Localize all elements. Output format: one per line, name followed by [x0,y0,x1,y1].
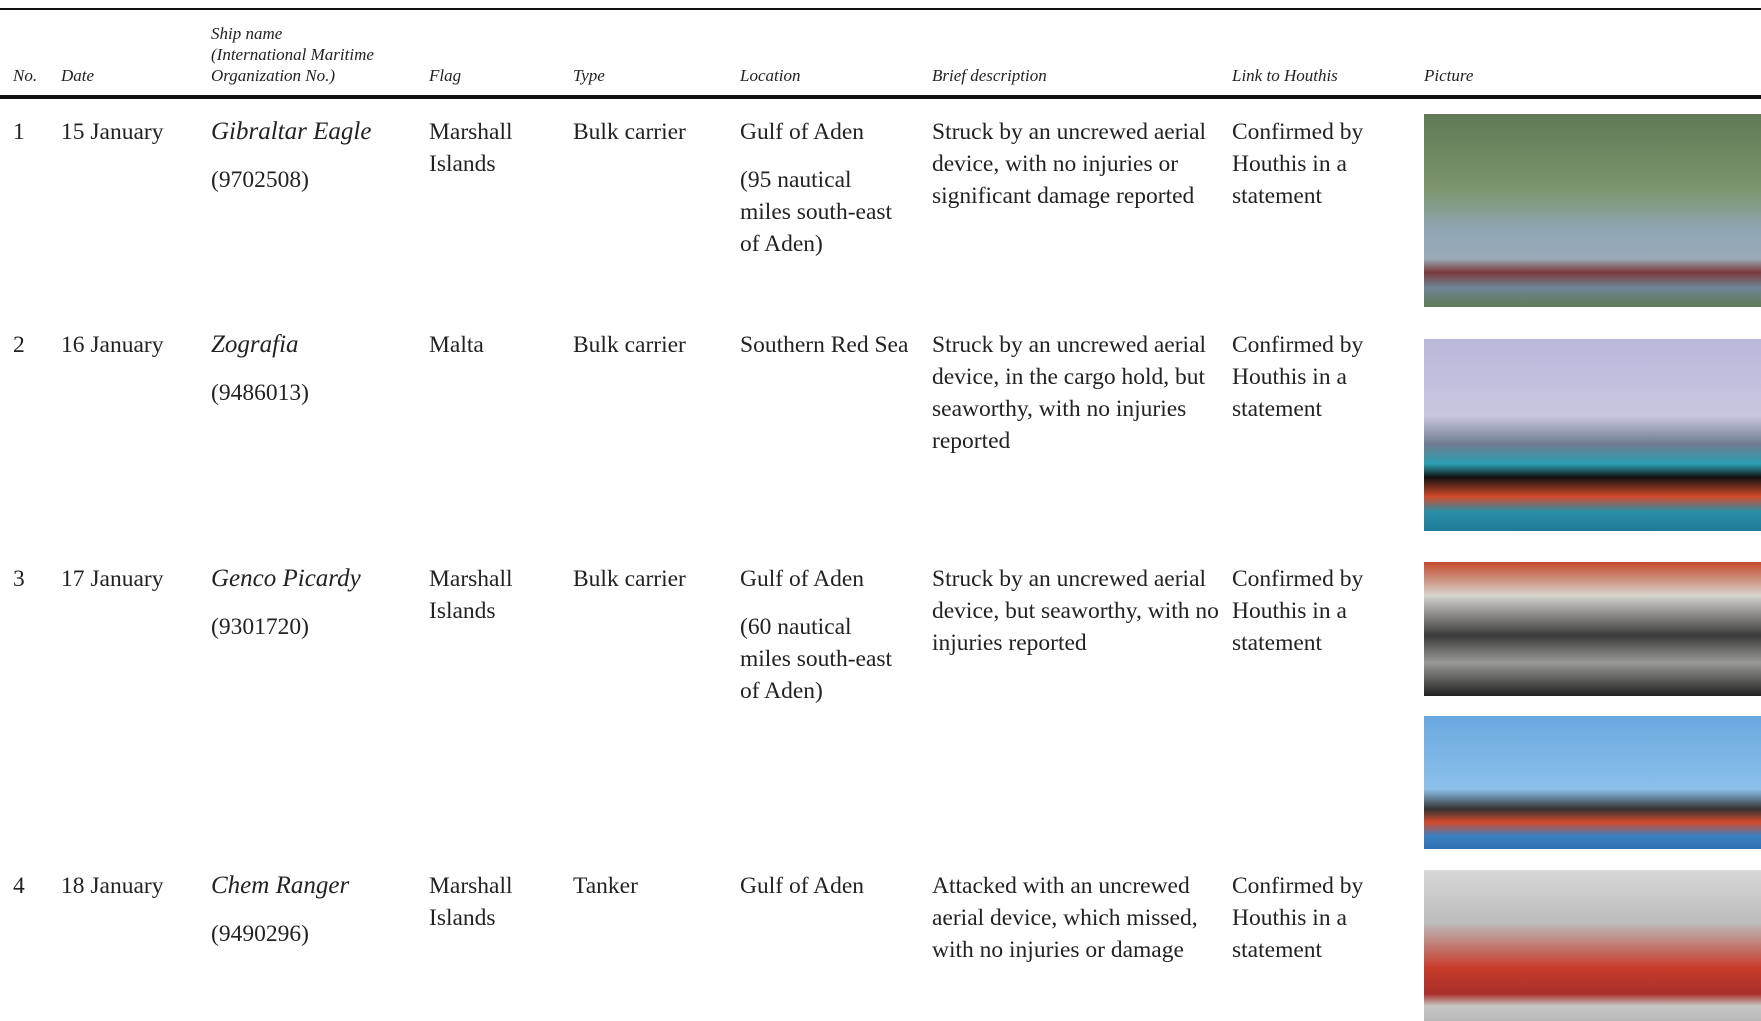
ship-picture [1424,870,1761,1021]
location: Southern Red Sea [740,332,909,358]
column-header: Location [740,66,801,85]
ship-picture [1424,339,1761,531]
ship-picture [1424,114,1761,307]
row-number: 3 [13,566,25,592]
row-number: 2 [13,332,25,358]
column-header: Brief description [932,66,1047,85]
flag: Marshall Islands [429,873,513,931]
description: Attacked with an uncrewed aerial device,… [932,873,1198,963]
imo-number: (9486013) [211,380,309,406]
table-header: No. Date Ship name (International Maritime … [0,10,1761,86]
column-header: Picture [1424,66,1474,85]
column-header: Type [573,66,605,85]
location: Gulf of Aden [740,873,865,899]
ship-picture [1424,562,1761,696]
column-header: No. [13,66,38,85]
ship-type: Bulk carrier [573,566,686,592]
flag: Marshall Islands [429,566,513,624]
flag: Malta [429,332,484,358]
description: Struck by an uncrewed aerial device, in … [932,332,1207,454]
link-to-houthis: Confirmed by Houthis in a statement [1232,566,1364,656]
ship-picture [1424,716,1761,849]
column-header-text: Ship name [211,24,283,43]
row-number: 4 [13,873,25,899]
column-header: Ship name (International Maritime Organiz… [211,23,411,86]
imo-number: (9702508) [211,167,309,193]
imo-number: (9301720) [211,614,309,640]
ship-type: Bulk carrier [573,332,686,358]
description: Struck by an uncrewed aerial device, wit… [932,119,1207,209]
ship-name: Genco Picardy [211,565,361,592]
location: Gulf of Aden [740,119,865,145]
link-to-houthis: Confirmed by Houthis in a statement [1232,119,1364,209]
location: Gulf of Aden [740,566,865,592]
ship-type: Bulk carrier [573,119,686,145]
link-to-houthis: Confirmed by Houthis in a statement [1232,873,1364,963]
date: 16 January [61,332,164,358]
header-rule [0,95,1761,99]
ship-name: Zografia [211,331,299,358]
column-header: Flag [429,66,462,85]
column-header: Date [61,66,95,85]
link-to-houthis: Confirmed by Houthis in a statement [1232,332,1364,422]
ship-name: Gibraltar Eagle [211,118,372,145]
date: 17 January [61,566,164,592]
row-number: 1 [13,119,25,145]
ship-type: Tanker [573,873,638,899]
date: 18 January [61,873,164,899]
ship-name: Chem Ranger [211,872,350,899]
column-header: Link to Houthis [1232,66,1338,85]
date: 15 January [61,119,164,145]
location-detail: (95 nautical miles south-east of Aden) [740,167,893,257]
description: Struck by an uncrewed aerial device, but… [932,566,1219,656]
column-header-note: (International Maritime Organization No.… [211,45,374,85]
flag: Marshall Islands [429,119,513,177]
imo-number: (9490296) [211,921,309,947]
location-detail: (60 nautical miles south-east of Aden) [740,614,893,704]
top-rule [0,8,1761,10]
